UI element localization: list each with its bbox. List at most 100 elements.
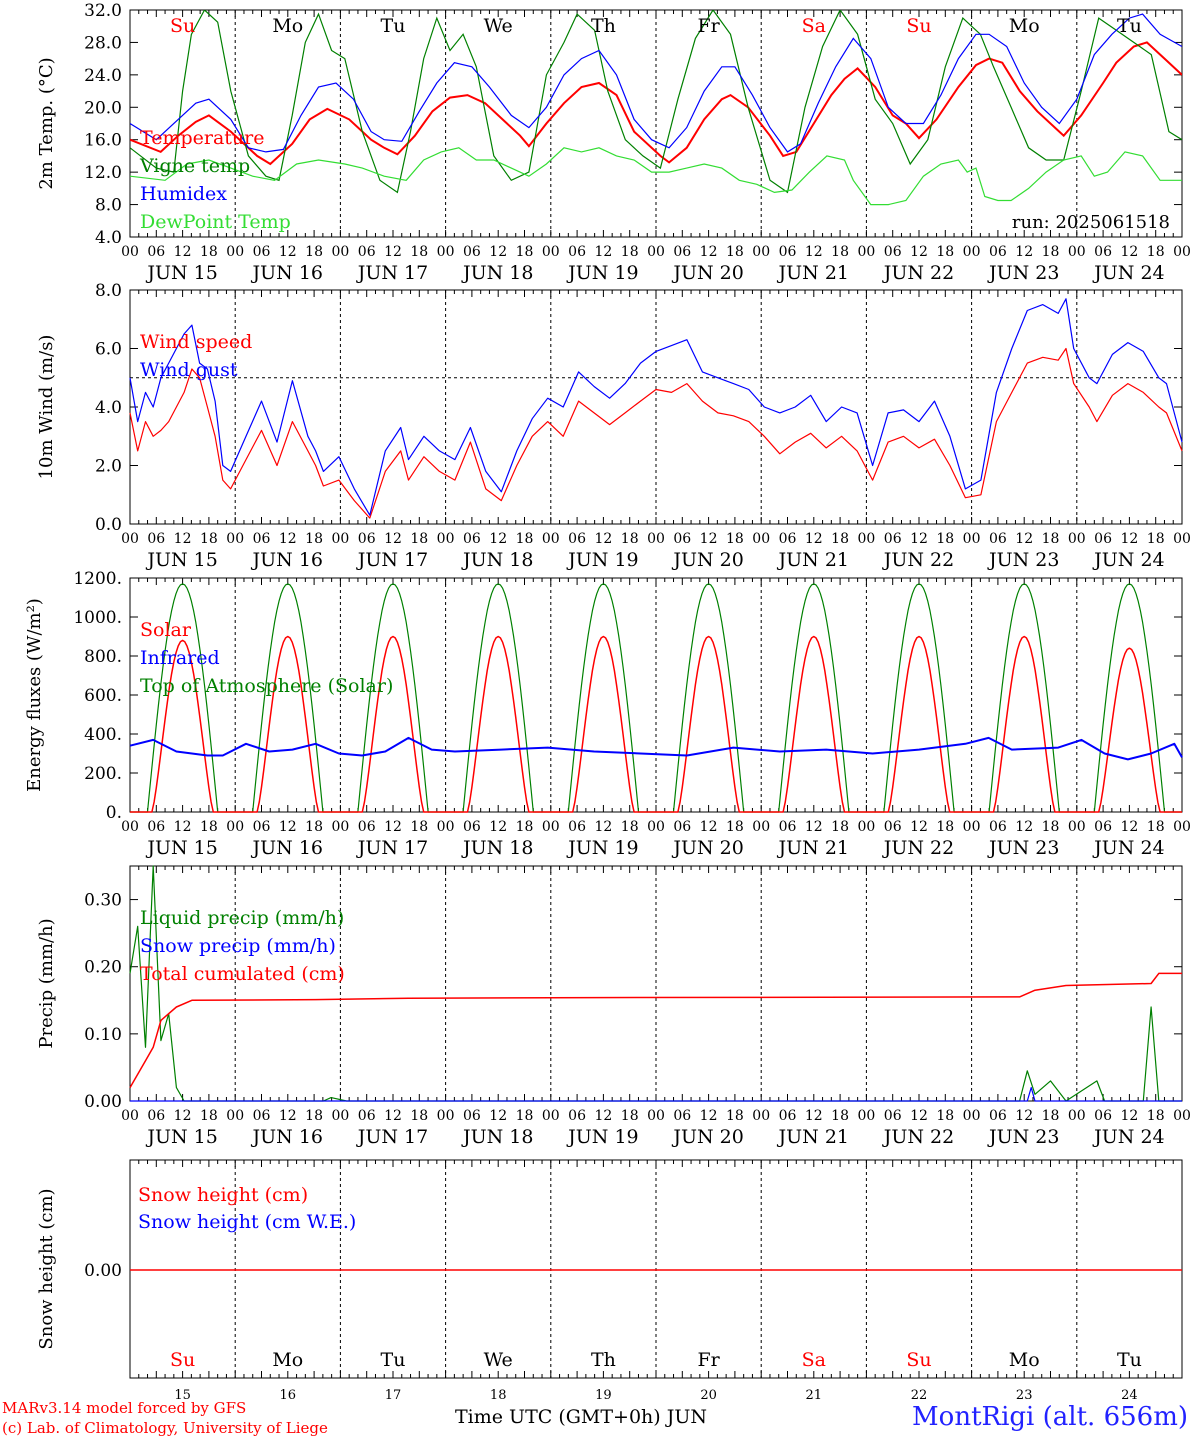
x-tick-label: 12 [384, 1108, 402, 1124]
x-tick-label: 00 [963, 819, 981, 835]
temp-series-group [130, 10, 1182, 206]
x-tick-label: 06 [884, 531, 902, 547]
x-tick-label: 06 [253, 1108, 271, 1124]
x-tick-label: 18 [621, 1108, 639, 1124]
x-date-label: JUN 24 [1092, 837, 1164, 859]
x-tick-label: 06 [884, 819, 902, 835]
x-tick-label: 18 [621, 244, 639, 260]
x-tick-label: 06 [1094, 531, 1112, 547]
x-tick-label: 06 [1094, 244, 1112, 260]
legend-total-cumulated-cm-: Total cumulated (cm) [140, 963, 345, 985]
weekday-label: Sa [802, 15, 826, 37]
x-tick-label: 06 [568, 819, 586, 835]
x-date-label: JUN 24 [1092, 1126, 1164, 1148]
x-tick-label: 06 [568, 531, 586, 547]
x-tick-label: 06 [358, 819, 376, 835]
x-tick-label: 06 [673, 1108, 691, 1124]
x-tick-label: 00 [1173, 244, 1191, 260]
x-date-label: JUN 22 [882, 1126, 954, 1148]
x-date-label: JUN 21 [777, 549, 849, 571]
x-tick-label: 06 [253, 531, 271, 547]
x-tick-label: 12 [594, 244, 612, 260]
y-axis-title: 2m Temp. (°C) [36, 57, 57, 189]
weekday-label: Tu [1117, 1349, 1142, 1371]
x-tick-label: 18 [410, 531, 428, 547]
x-date-label: JUN 20 [671, 549, 743, 571]
y-tick-label: 400. [84, 725, 122, 745]
day-number-label: 16 [280, 1388, 297, 1403]
x-tick-label: 18 [200, 244, 218, 260]
x-tick-label: 18 [621, 531, 639, 547]
time-axis-label: Time UTC (GMT+0h) JUN [455, 1406, 707, 1428]
station-name: MontRigi (alt. 656m) [912, 1402, 1188, 1432]
y-tick-label: 0.00 [84, 1261, 122, 1281]
x-tick-label: 00 [331, 244, 349, 260]
x-tick-label: 18 [831, 819, 849, 835]
legend-dewpoint-temp: DewPoint Temp [140, 211, 291, 233]
x-tick-label: 00 [1173, 531, 1191, 547]
x-tick-label: 18 [936, 1108, 954, 1124]
x-tick-label: 18 [1147, 819, 1165, 835]
x-tick-label: 12 [1120, 1108, 1138, 1124]
legend-snow-precip-mm-h-: Snow precip (mm/h) [140, 935, 336, 957]
x-date-label: JUN 20 [671, 262, 743, 284]
x-tick-label: 18 [1147, 1108, 1165, 1124]
x-date-label: JUN 17 [356, 837, 428, 859]
run-label: run: 2025061518 [1012, 212, 1170, 233]
legend-infrared: Infrared [140, 647, 220, 669]
wind-speed-line [129, 347, 1183, 519]
x-tick-label: 06 [989, 531, 1007, 547]
weekday-label: We [484, 15, 513, 37]
x-date-label: JUN 15 [145, 837, 217, 859]
x-tick-label: 12 [1120, 531, 1138, 547]
weekday-label: We [484, 1349, 513, 1371]
x-tick-label: 12 [805, 819, 823, 835]
x-tick-label: 18 [516, 1108, 534, 1124]
x-tick-label: 12 [700, 819, 718, 835]
x-tick-label: 00 [226, 531, 244, 547]
day-number-label: 20 [700, 1388, 717, 1403]
x-date-label: JUN 24 [1092, 262, 1164, 284]
x-tick-label: 06 [463, 244, 481, 260]
x-tick-label: 12 [1120, 244, 1138, 260]
x-tick-label: 18 [200, 819, 218, 835]
y-tick-label: 0. [106, 803, 122, 823]
x-tick-label: 00 [437, 244, 455, 260]
day-number-label: 24 [1121, 1388, 1138, 1403]
x-tick-label: 00 [963, 1108, 981, 1124]
x-tick-label: 00 [437, 531, 455, 547]
x-tick-label: 00 [857, 531, 875, 547]
x-tick-label: 12 [700, 531, 718, 547]
y-tick-label: 20.0 [84, 98, 122, 118]
y-axis-title: Precip (mm/h) [36, 918, 57, 1048]
x-tick-label: 12 [384, 531, 402, 547]
y-tick-label: 6.0 [95, 340, 122, 360]
legend-wind-speed: Wind speed [140, 331, 252, 353]
x-tick-label: 18 [516, 531, 534, 547]
x-tick-label: 00 [1068, 1108, 1086, 1124]
x-tick-label: 06 [147, 531, 165, 547]
x-tick-label: 06 [989, 244, 1007, 260]
y-tick-label: 4.0 [95, 228, 122, 248]
x-tick-label: 06 [884, 1108, 902, 1124]
x-date-label: JUN 18 [461, 262, 533, 284]
x-date-label: JUN 20 [671, 837, 743, 859]
x-tick-label: 12 [805, 531, 823, 547]
y-tick-label: 1200. [73, 569, 122, 589]
legend-snow-height-we: Snow height (cm W.E.) [138, 1211, 356, 1233]
x-tick-label: 06 [1094, 819, 1112, 835]
x-tick-label: 18 [1042, 1108, 1060, 1124]
x-tick-label: 12 [594, 1108, 612, 1124]
day-number-label: 22 [911, 1388, 928, 1403]
y-tick-label: 8.0 [95, 196, 122, 216]
x-tick-label: 00 [331, 819, 349, 835]
x-tick-label: 12 [910, 819, 928, 835]
x-tick-label: 12 [279, 819, 297, 835]
y-tick-label: 200. [84, 764, 122, 784]
x-tick-label: 12 [805, 244, 823, 260]
weekday-label: Mo [1009, 15, 1040, 37]
y-tick-label: 12.0 [84, 163, 122, 183]
x-tick-label: 06 [463, 531, 481, 547]
x-tick-label: 00 [1068, 531, 1086, 547]
x-date-label: JUN 21 [777, 1126, 849, 1148]
